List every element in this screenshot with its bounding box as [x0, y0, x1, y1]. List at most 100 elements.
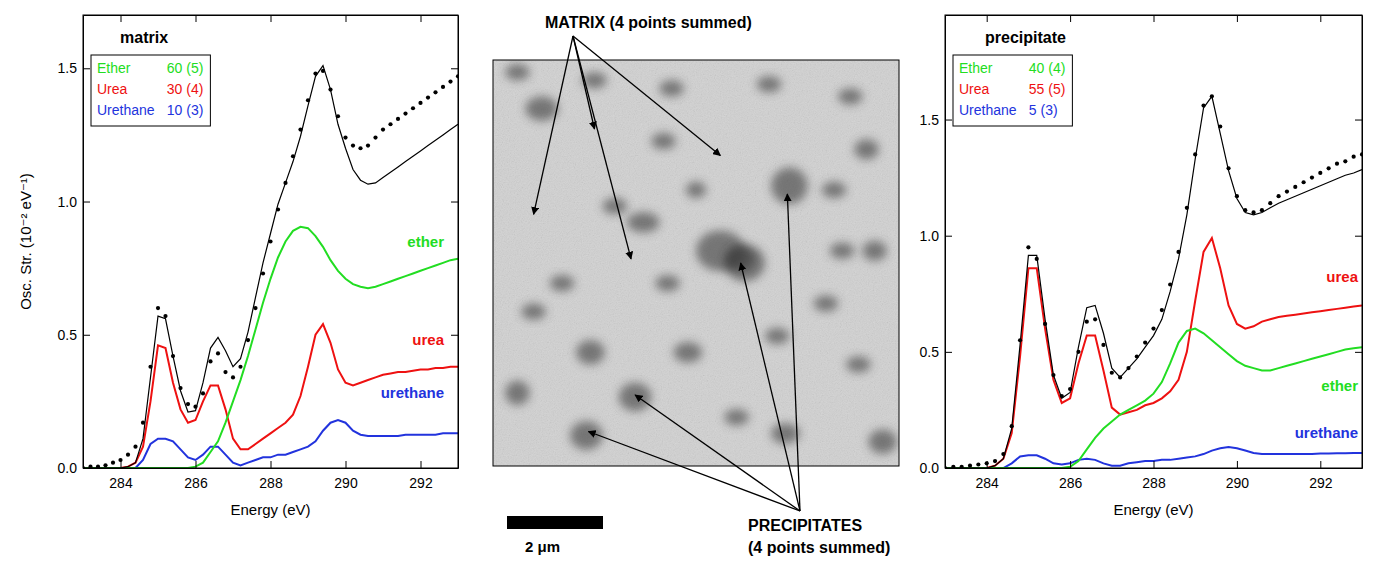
x-axis-line: [84, 468, 459, 469]
data-point: [448, 80, 452, 84]
x-axis-title: Energy (eV): [230, 501, 310, 518]
x-axis: 284286288290292: [84, 461, 459, 491]
tick: 1.5: [58, 60, 90, 76]
scale-bar-label: 2 μm: [525, 538, 560, 555]
arrow: [635, 395, 800, 511]
tick: 284: [976, 461, 1000, 491]
tick: 0.0: [920, 460, 952, 476]
panel-title: precipitate: [985, 29, 1066, 46]
tick-label: 0.0: [920, 460, 940, 476]
data-point: [381, 127, 385, 131]
data-point: [1101, 343, 1105, 347]
tick-mark: [1355, 468, 1362, 469]
data-point: [1060, 394, 1064, 398]
tick-mark: [196, 461, 197, 468]
x-axis-top: [84, 15, 459, 22]
tick: 286: [184, 461, 208, 491]
x-axis-top: [946, 15, 1363, 22]
data-point: [373, 135, 377, 139]
arrow: [573, 36, 720, 155]
curve-label: urea: [412, 331, 444, 348]
data-point: [441, 85, 445, 89]
component-line: [945, 447, 1362, 468]
x-axis-line: [946, 468, 1363, 469]
fit-line: [945, 96, 1362, 468]
data-point: [246, 338, 250, 342]
tick-mark: [1355, 120, 1362, 121]
data-point: [396, 117, 400, 121]
data-point: [1318, 171, 1322, 175]
tick-mark: [451, 468, 458, 469]
precipitate-blob: [726, 247, 754, 271]
x-axis: 284286288290292: [946, 461, 1363, 491]
precipitate-blob: [846, 356, 870, 372]
figure: 2842862882902920.00.51.01.5Energy (eV)Os…: [0, 0, 1373, 571]
precipitate-blob: [576, 340, 604, 364]
data-point: [343, 135, 347, 139]
arrow: [573, 36, 631, 259]
legend-box: [91, 55, 210, 126]
data-point: [163, 314, 167, 318]
data-point: [1277, 194, 1281, 198]
curve-label: urethane: [381, 384, 444, 401]
data-point: [1035, 257, 1039, 261]
tick-mark: [1237, 15, 1238, 22]
legend-label: Urethane: [959, 102, 1017, 118]
y-axis-right: [1355, 16, 1363, 469]
legend-value: 60 (5): [167, 60, 204, 76]
tick: 288: [1142, 461, 1166, 491]
markers: [945, 94, 1362, 468]
data-point: [103, 463, 107, 467]
tick-mark: [1320, 15, 1321, 22]
tick-mark: [1070, 461, 1071, 468]
arrow: [588, 431, 800, 511]
data-point: [1193, 152, 1197, 156]
data-point: [223, 370, 227, 374]
tick: 0.5: [58, 327, 90, 343]
curve-label: ether: [1321, 377, 1358, 394]
precipitate-blob: [765, 328, 789, 344]
data-point: [1126, 366, 1130, 370]
precipitate-blob: [838, 88, 862, 104]
arrow: [534, 36, 573, 214]
tick-mark: [421, 15, 422, 22]
data-point: [193, 405, 197, 409]
tick-label: 284: [976, 475, 1000, 491]
precipitate-blob: [525, 97, 557, 121]
markers: [83, 69, 458, 468]
data-point: [411, 106, 415, 110]
data-point: [1226, 166, 1230, 170]
tick-mark: [271, 461, 272, 468]
tick: 288: [259, 461, 283, 491]
data-point: [1135, 354, 1139, 358]
data-point: [1201, 104, 1205, 108]
data-point: [1018, 338, 1022, 342]
tick: 290: [334, 461, 358, 491]
tick: 286: [1059, 461, 1083, 491]
data-point: [366, 143, 370, 147]
curve-label: urethane: [1295, 424, 1358, 441]
data-point: [1327, 166, 1331, 170]
tick-label: 0.5: [920, 344, 940, 360]
tick-mark: [987, 461, 988, 468]
data-point: [231, 375, 235, 379]
data-point: [328, 88, 332, 92]
tick-mark: [1154, 15, 1155, 22]
tick-label: 290: [334, 475, 358, 491]
data-point: [1185, 206, 1189, 210]
legend-value: 10 (3): [167, 102, 204, 118]
tick: [121, 15, 122, 22]
component-line: [945, 238, 1362, 468]
precipitate-blob: [619, 383, 651, 411]
data-point: [1218, 124, 1222, 128]
precipitate-blob: [627, 212, 659, 232]
data-point: [1251, 210, 1255, 214]
legend-label: Ether: [959, 60, 993, 76]
tick-mark: [945, 236, 952, 237]
tick-label: 1.0: [58, 194, 78, 210]
data-point: [1352, 155, 1356, 159]
data-point: [1210, 94, 1214, 98]
data-point: [1243, 208, 1247, 212]
data-point: [1068, 387, 1072, 391]
data-point: [1168, 282, 1172, 286]
